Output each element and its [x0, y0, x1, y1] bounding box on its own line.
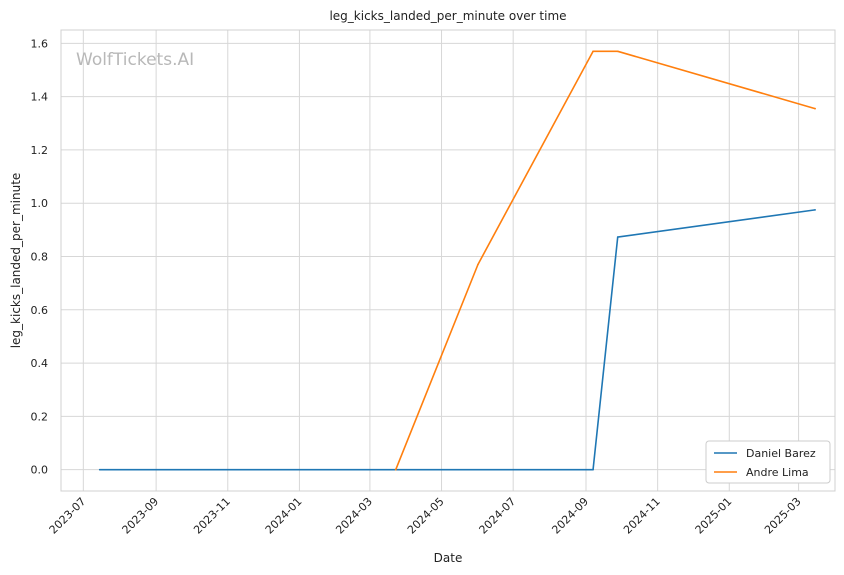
y-tick-label: 1.2 [31, 144, 49, 157]
legend-label: Daniel Barez [746, 447, 816, 460]
legend-label: Andre Lima [746, 466, 809, 479]
data-point-daniel-barez-3 [814, 209, 816, 211]
x-tick-label: 2024-07 [477, 495, 519, 537]
watermark: WolfTickets.AI [76, 50, 194, 70]
series-line-daniel-barez [98, 209, 816, 471]
series-layer [98, 50, 816, 471]
legend: Daniel Barez Andre Lima [705, 440, 831, 484]
x-tick-label: 2025-01 [693, 495, 735, 537]
data-point-andre-lima-1 [477, 263, 479, 266]
x-tick-label: 2024-09 [549, 495, 591, 537]
x-tick-label: 2023-07 [47, 495, 89, 537]
data-point-andre-lima-3 [616, 50, 619, 53]
x-tick-label: 2025-03 [762, 495, 804, 537]
x-tick-label: 2024-03 [333, 495, 375, 537]
x-tick-label: 2023-09 [120, 495, 162, 537]
x-tick-label: 2024-01 [263, 495, 305, 537]
y-tick-label: 1.0 [31, 197, 49, 210]
x-axis-label: Date [434, 551, 463, 565]
series-line-andre-lima [394, 50, 816, 471]
x-tick-label: 2024-11 [621, 495, 663, 537]
y-tick-label: 0.8 [31, 251, 49, 264]
grid-layer [61, 30, 835, 491]
data-point-daniel-barez-2 [616, 236, 619, 238]
data-point-andre-lima-4 [814, 107, 816, 110]
data-point-andre-lima-0 [394, 468, 397, 471]
x-tick-label: 2023-11 [191, 495, 233, 537]
y-tick-label: 0.6 [31, 304, 49, 317]
x-tick-label: 2024-05 [405, 495, 447, 537]
y-tick-label: 1.6 [31, 37, 49, 50]
y-tick-label: 0.0 [31, 464, 49, 477]
data-point-daniel-barez-1 [592, 468, 594, 471]
data-point-daniel-barez-0 [98, 468, 101, 471]
y-axis-label: leg_kicks_landed_per_minute [9, 173, 23, 349]
tick-layer: 2023-07 2023-09 2023-11 2024-01 2024-03 2024-… [31, 37, 804, 536]
data-point-andre-lima-2 [592, 50, 594, 53]
y-tick-label: 1.4 [31, 91, 49, 104]
chart-title: leg_kicks_landed_per_minute over time [329, 9, 566, 23]
plot-frame [60, 29, 836, 492]
y-tick-label: 0.4 [31, 357, 49, 370]
y-tick-label: 0.2 [31, 410, 49, 423]
